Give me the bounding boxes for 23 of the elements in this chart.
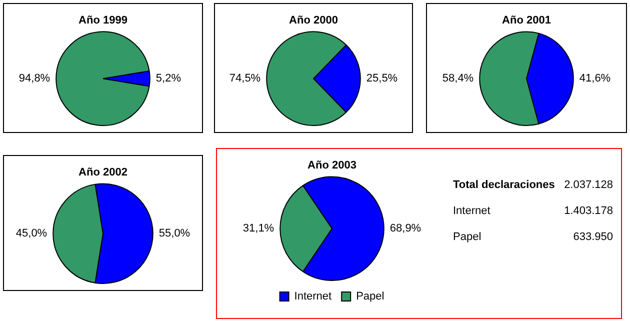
data-label: 94,8% xyxy=(18,72,50,85)
text: 1.403.178 xyxy=(564,205,613,219)
legend-label: Internet xyxy=(294,290,332,303)
text: Papel xyxy=(453,231,482,245)
chart-title: Año 1999 xyxy=(78,14,128,27)
data-label: 58,4% xyxy=(442,72,474,85)
data-label: 25,5% xyxy=(366,72,398,85)
legend-label: Papel xyxy=(356,290,384,303)
chart-title: Año 2003 xyxy=(308,160,356,172)
text: Total declaraciones xyxy=(453,179,555,193)
data-label: 5,2% xyxy=(156,72,182,85)
data-label: 41,6% xyxy=(579,72,611,85)
text: 633.950 xyxy=(573,231,613,245)
data-label: 55,0% xyxy=(158,228,190,240)
chart-title: Año 2002 xyxy=(78,166,128,179)
data-label: 74,5% xyxy=(229,72,261,85)
data-label: 68,9% xyxy=(390,222,422,235)
text: 2.037.128 xyxy=(564,179,613,193)
chart-title: Año 2000 xyxy=(289,14,338,27)
data-label: 45,0% xyxy=(16,228,48,240)
data-label: 31,1% xyxy=(242,222,274,235)
chart-title: Año 2001 xyxy=(502,14,551,27)
text: Internet xyxy=(453,205,490,219)
